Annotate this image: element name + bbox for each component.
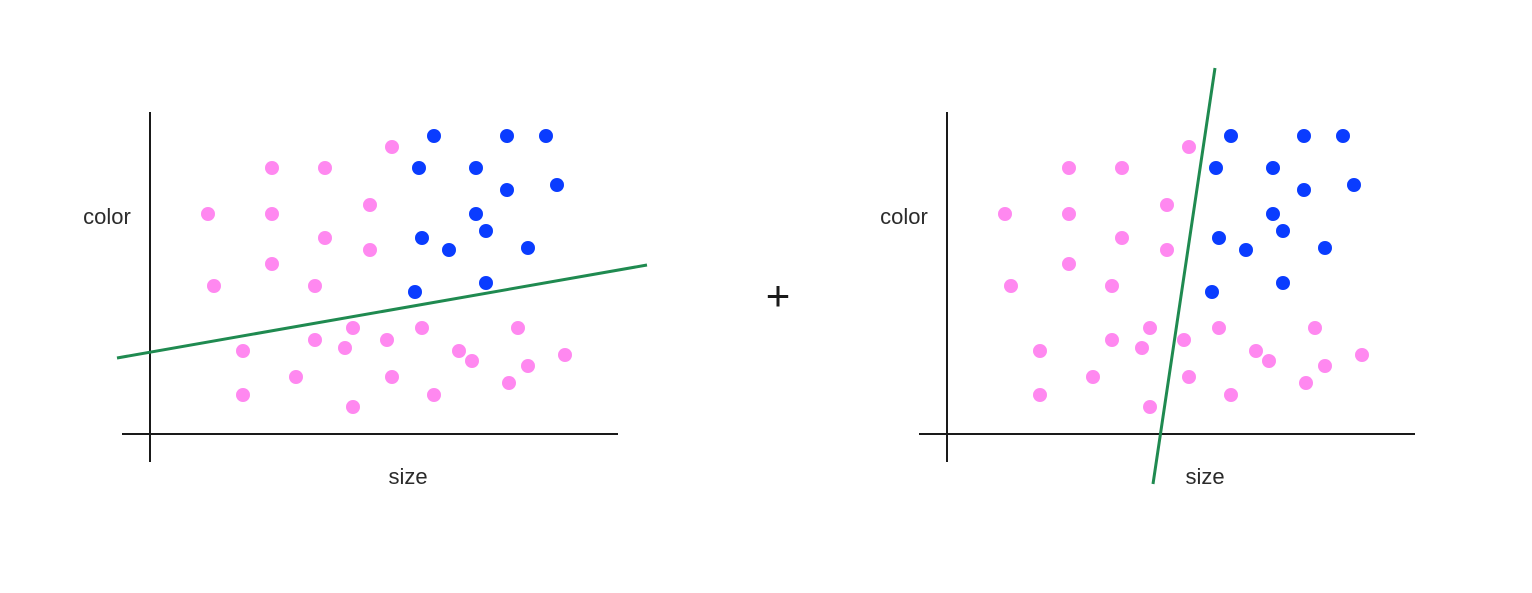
right-pink-point xyxy=(1177,333,1191,347)
left-pink-point xyxy=(207,279,221,293)
right-blue-point xyxy=(1266,161,1280,175)
left-pink-point xyxy=(318,231,332,245)
left-blue-point xyxy=(550,178,564,192)
left-blue-point xyxy=(521,241,535,255)
left-pink-point xyxy=(308,279,322,293)
right-pink-point xyxy=(1249,344,1263,358)
right-pink-point xyxy=(1224,388,1238,402)
left-pink-point xyxy=(511,321,525,335)
left-pink-point xyxy=(265,257,279,271)
right-pink-point xyxy=(1143,400,1157,414)
right-blue-point xyxy=(1212,231,1226,245)
right-pink-point xyxy=(1062,207,1076,221)
left-data-points xyxy=(201,129,572,414)
left-pink-point xyxy=(236,388,250,402)
left-blue-point xyxy=(427,129,441,143)
right-blue-point xyxy=(1297,129,1311,143)
right-pink-point xyxy=(1062,161,1076,175)
left-pink-point xyxy=(427,388,441,402)
left-pink-point xyxy=(318,161,332,175)
left-y-axis-label: color xyxy=(83,204,131,229)
left-pink-point xyxy=(558,348,572,362)
left-blue-point xyxy=(469,207,483,221)
left-pink-point xyxy=(385,140,399,154)
left-pink-point xyxy=(308,333,322,347)
left-pink-point xyxy=(363,198,377,212)
left-blue-point xyxy=(500,183,514,197)
right-y-axis-label: color xyxy=(880,204,928,229)
right-blue-point xyxy=(1224,129,1238,143)
left-panel: color size xyxy=(83,112,648,489)
left-pink-point xyxy=(201,207,215,221)
left-pink-point xyxy=(385,370,399,384)
right-divider-line xyxy=(1151,67,1217,485)
left-pink-point xyxy=(265,207,279,221)
left-blue-point xyxy=(408,285,422,299)
right-pink-point xyxy=(1004,279,1018,293)
left-pink-point xyxy=(338,341,352,355)
left-pink-point xyxy=(346,400,360,414)
left-pink-point xyxy=(502,376,516,390)
left-pink-point xyxy=(363,243,377,257)
left-pink-point xyxy=(236,344,250,358)
left-blue-point xyxy=(479,276,493,290)
left-x-axis-label: size xyxy=(388,464,427,489)
right-blue-point xyxy=(1347,178,1361,192)
right-pink-point xyxy=(1033,344,1047,358)
left-pink-point xyxy=(452,344,466,358)
right-pink-point xyxy=(1135,341,1149,355)
right-pink-point xyxy=(1212,321,1226,335)
left-blue-point xyxy=(469,161,483,175)
right-pink-point xyxy=(1299,376,1313,390)
left-pink-point xyxy=(265,161,279,175)
left-blue-point xyxy=(412,161,426,175)
right-pink-point xyxy=(1355,348,1369,362)
right-pink-point xyxy=(1105,333,1119,347)
right-blue-point xyxy=(1318,241,1332,255)
right-pink-point xyxy=(1308,321,1322,335)
right-blue-point xyxy=(1336,129,1350,143)
right-panel: color size xyxy=(880,67,1415,489)
right-blue-point xyxy=(1297,183,1311,197)
right-pink-point xyxy=(1182,140,1196,154)
left-blue-point xyxy=(500,129,514,143)
right-pink-point xyxy=(1062,257,1076,271)
left-blue-point xyxy=(479,224,493,238)
right-blue-point xyxy=(1266,207,1280,221)
right-pink-point xyxy=(1033,388,1047,402)
left-pink-point xyxy=(380,333,394,347)
left-pink-point xyxy=(289,370,303,384)
right-pink-point xyxy=(1160,243,1174,257)
right-pink-point xyxy=(1182,370,1196,384)
left-pink-point xyxy=(346,321,360,335)
plus-symbol: + xyxy=(766,272,791,319)
left-blue-point xyxy=(539,129,553,143)
right-blue-point xyxy=(1209,161,1223,175)
left-blue-point xyxy=(442,243,456,257)
right-pink-point xyxy=(1160,198,1174,212)
right-blue-point xyxy=(1239,243,1253,257)
right-blue-point xyxy=(1276,224,1290,238)
left-pink-point xyxy=(465,354,479,368)
right-pink-point xyxy=(1115,231,1129,245)
right-blue-point xyxy=(1276,276,1290,290)
right-pink-point xyxy=(1115,161,1129,175)
right-pink-point xyxy=(1143,321,1157,335)
left-pink-point xyxy=(521,359,535,373)
right-blue-point xyxy=(1205,285,1219,299)
right-pink-point xyxy=(998,207,1012,221)
right-pink-point xyxy=(1086,370,1100,384)
left-blue-point xyxy=(415,231,429,245)
right-data-points xyxy=(998,129,1369,414)
left-pink-point xyxy=(415,321,429,335)
right-pink-point xyxy=(1318,359,1332,373)
left-divider-line xyxy=(116,263,648,360)
right-pink-point xyxy=(1105,279,1119,293)
right-pink-point xyxy=(1262,354,1276,368)
right-x-axis-label: size xyxy=(1185,464,1224,489)
